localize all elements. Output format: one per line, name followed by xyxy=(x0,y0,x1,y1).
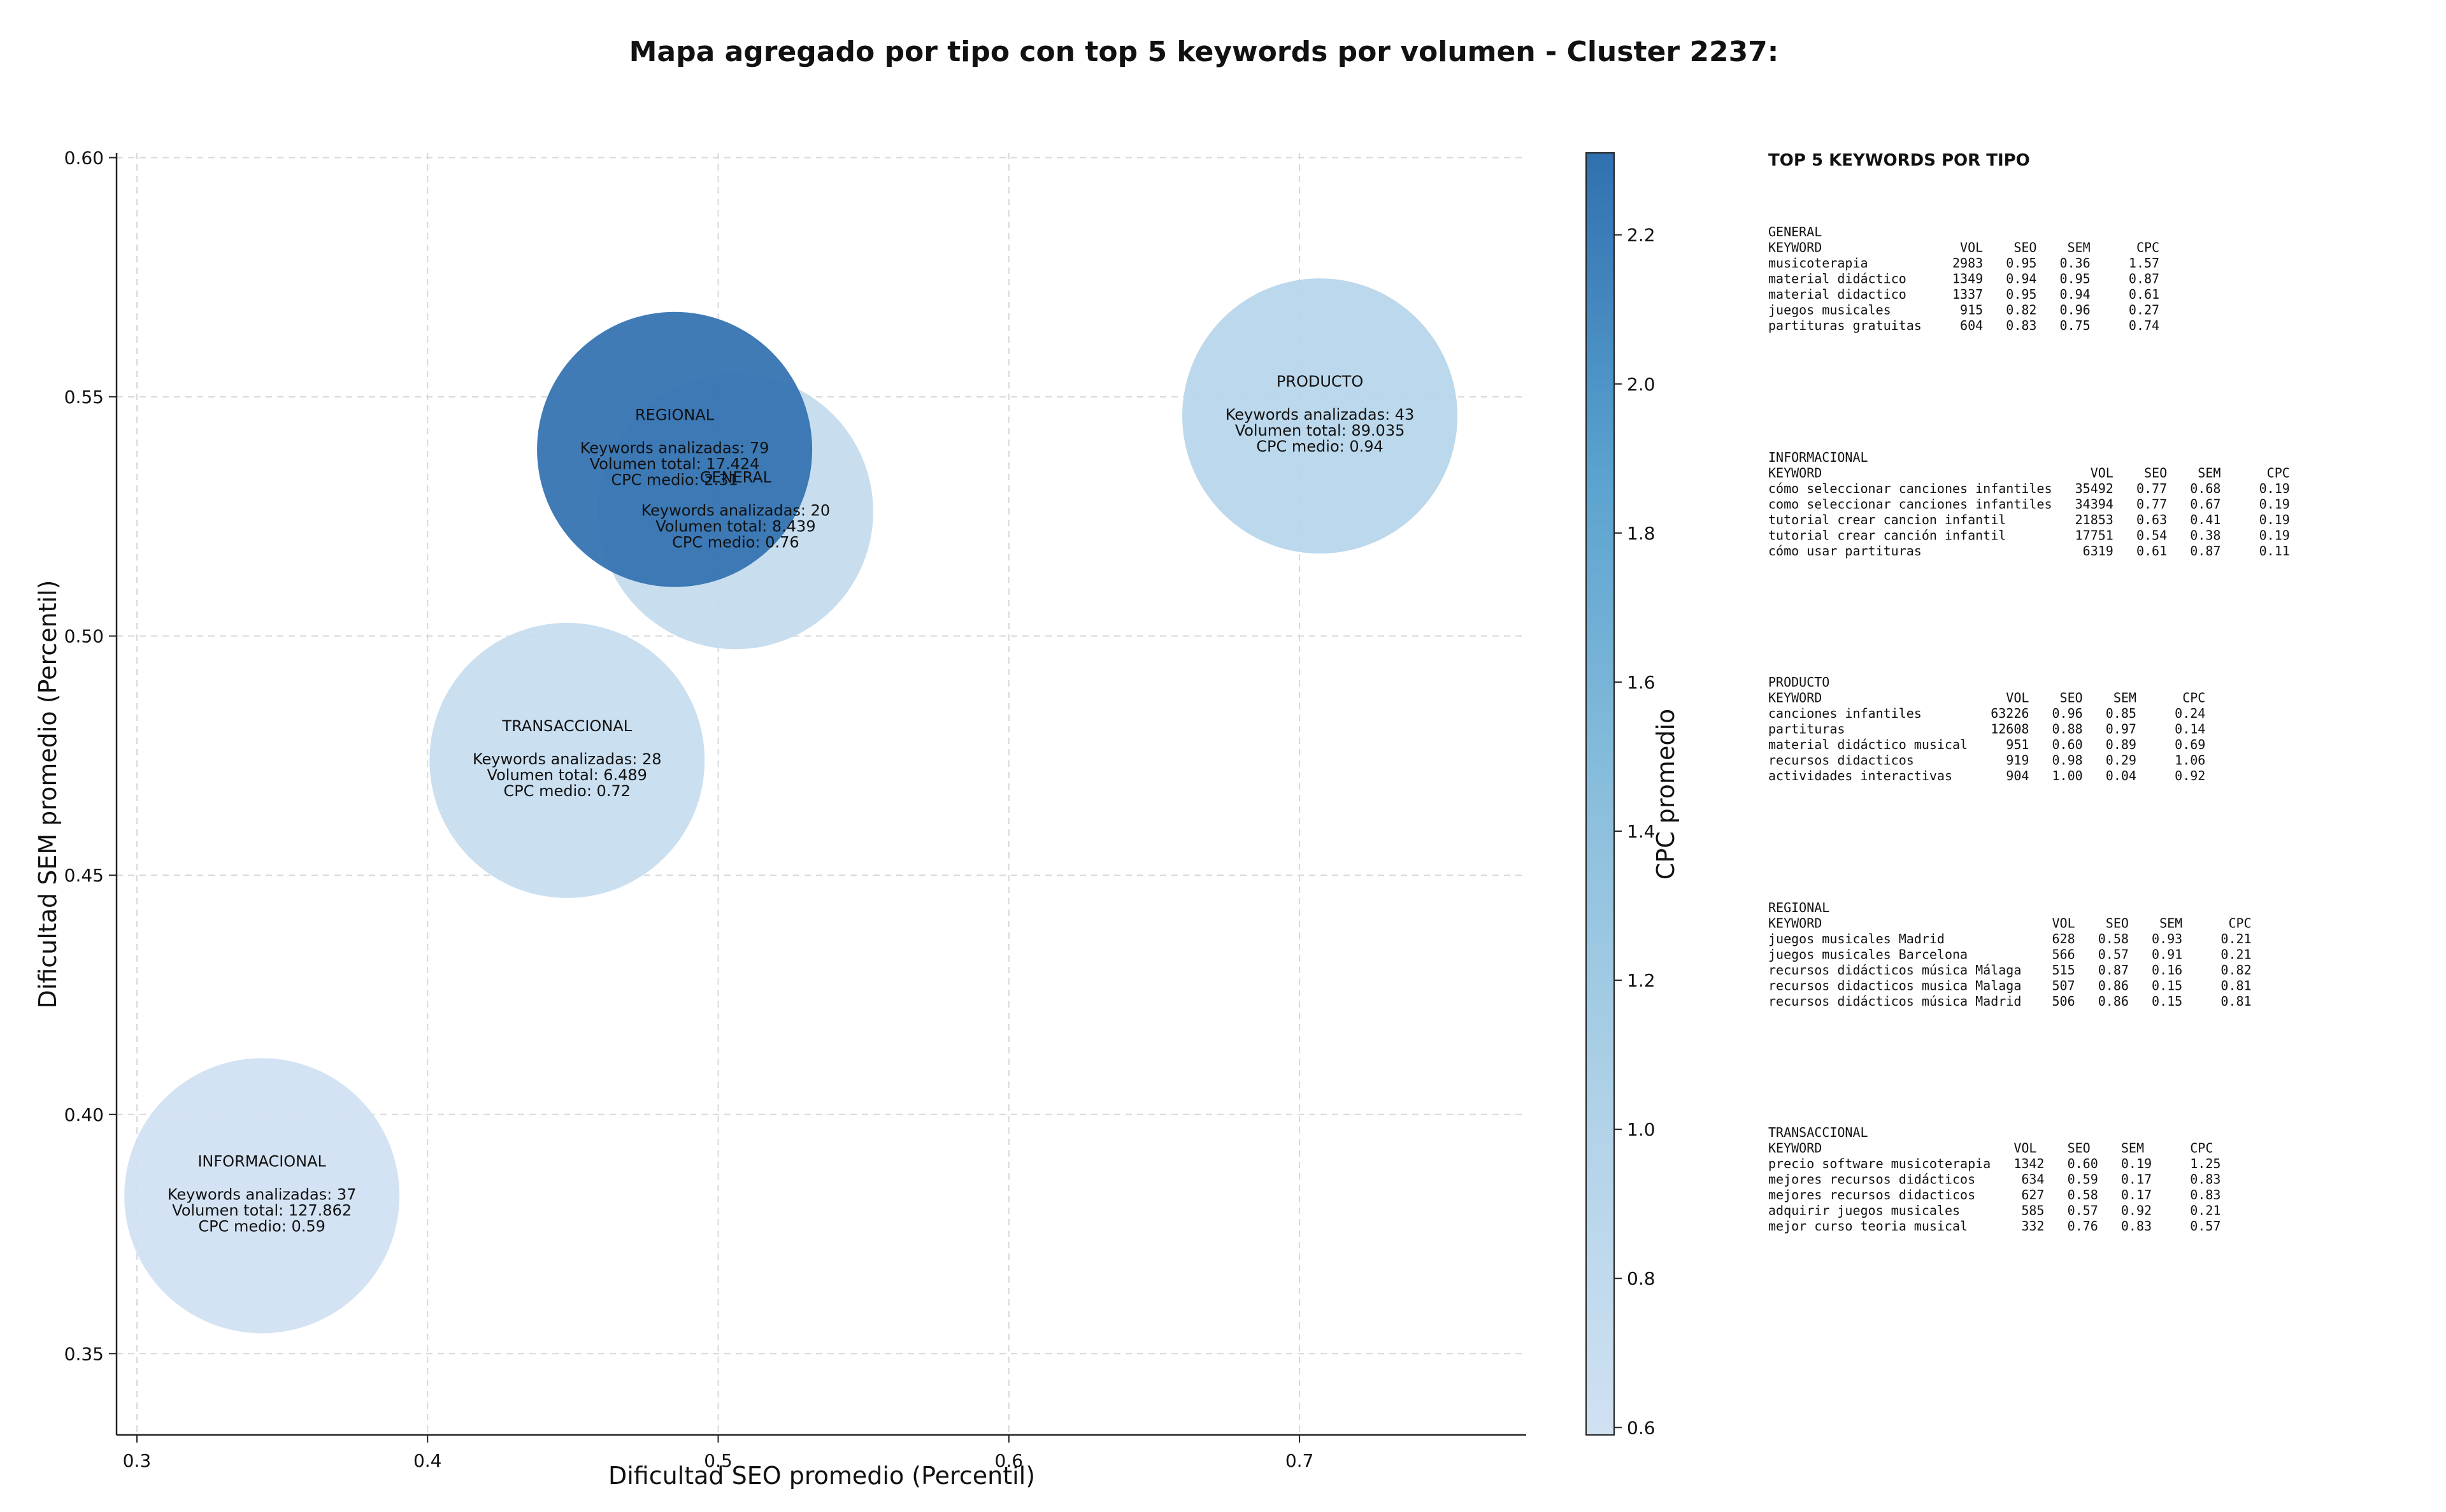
x-axis-label: Dificultad SEO promedio (Percentil) xyxy=(608,1462,1035,1490)
grid xyxy=(117,153,1526,1435)
x-tick-label: 0.6 xyxy=(995,1450,1024,1471)
bubble-volume-regional: Volumen total: 17.424 xyxy=(590,455,760,473)
colorbar-tick-label: 0.8 xyxy=(1627,1268,1656,1289)
panel-row-producto: canciones infantiles 63226 0.96 0.85 0.2… xyxy=(1768,706,2205,721)
bubble-transaccional xyxy=(429,622,705,898)
y-tick-label: 0.60 xyxy=(64,148,104,169)
colorbar-label: CPC promedio xyxy=(1652,709,1680,880)
y-tick-label: 0.50 xyxy=(64,626,104,647)
bubble-volume-general: Volumen total: 8.439 xyxy=(655,517,815,535)
panel-row-transaccional: mejor curso teoria musical 332 0.76 0.83… xyxy=(1768,1218,2221,1234)
bubble-name-producto: PRODUCTO xyxy=(1277,373,1363,390)
panel-section-header-informacional: KEYWORD VOL SEO SEM CPC xyxy=(1768,466,2290,481)
bubble-count-general: Keywords analizadas: 20 xyxy=(641,501,831,519)
panel-row-general: material didáctico 1349 0.94 0.95 0.87 xyxy=(1768,271,2159,287)
bubble-cpc-producto: CPC medio: 0.94 xyxy=(1256,438,1384,455)
bubble-cpc-informacional: CPC medio: 0.59 xyxy=(198,1217,325,1235)
panel-row-informacional: tutorial crear canción infantil 17751 0.… xyxy=(1768,528,2290,543)
bubble-cpc-regional: CPC medio: 2.31 xyxy=(611,471,738,489)
x-tick-label: 0.7 xyxy=(1285,1450,1314,1471)
panel-row-producto: material didáctico musical 951 0.60 0.89… xyxy=(1768,737,2205,752)
panel-row-transaccional: adquirir juegos musicales 585 0.57 0.92 … xyxy=(1768,1203,2221,1218)
panel-section-title-regional: REGIONAL xyxy=(1768,900,1829,915)
colorbar-gradient xyxy=(1585,152,1615,1436)
panel-row-informacional: tutorial crear cancion infantil 21853 0.… xyxy=(1768,512,2290,527)
panel-section-title-producto: PRODUCTO xyxy=(1768,674,1829,690)
colorbar-tick-label: 1.6 xyxy=(1627,672,1656,693)
panel-row-producto: partituras 12608 0.88 0.97 0.14 xyxy=(1768,722,2205,737)
panel-row-regional: recursos didácticos música Málaga 515 0.… xyxy=(1768,962,2252,978)
colorbar-tick-label: 1.4 xyxy=(1627,821,1656,842)
colorbar-tick-label: 1.2 xyxy=(1627,970,1656,991)
bubble-name-regional: REGIONAL xyxy=(635,406,715,424)
bubble-producto xyxy=(1182,278,1458,554)
panel-title: TOP 5 KEYWORDS POR TIPO xyxy=(1768,151,2030,170)
panel-section-header-general: KEYWORD VOL SEO SEM CPC xyxy=(1768,240,2159,255)
panel-row-informacional: cómo usar partituras 6319 0.61 0.87 0.11 xyxy=(1768,543,2290,559)
panel-row-regional: recursos didácticos música Madrid 506 0.… xyxy=(1768,994,2252,1009)
axes: 0.3 0.4 0.5 0.6 0.7 0.35 0.40 0.45 0.50 0.55 0.60 xyxy=(64,148,1526,1471)
y-axis-label: Dificultad SEM promedio (Percentil) xyxy=(34,580,62,1009)
x-tick-label: 0.4 xyxy=(413,1450,442,1471)
panel-row-regional: juegos musicales Barcelona 566 0.57 0.91… xyxy=(1768,947,2252,962)
x-tick-label: 0.3 xyxy=(123,1450,152,1471)
bubble-volume-transaccional: Volumen total: 6.489 xyxy=(487,766,647,784)
panel-row-regional: recursos didacticos musica Malaga 507 0.… xyxy=(1768,978,2252,994)
panel-section-title-general: GENERAL xyxy=(1768,224,1822,239)
colorbar-tick-label: 2.2 xyxy=(1627,225,1656,246)
bubble-name-transaccional: TRANSACCIONAL xyxy=(501,717,632,735)
bubbles xyxy=(124,278,1458,1334)
bubble-count-informacional: Keywords analizadas: 37 xyxy=(168,1185,357,1203)
panel-row-transaccional: mejores recursos didacticos 627 0.58 0.1… xyxy=(1768,1187,2221,1202)
panel-row-regional: juegos musicales Madrid 628 0.58 0.93 0.… xyxy=(1768,931,2252,946)
bubble-count-regional: Keywords analizadas: 79 xyxy=(580,439,769,457)
x-tick-label: 0.5 xyxy=(704,1450,733,1471)
panel-row-producto: recursos didacticos 919 0.98 0.29 1.06 xyxy=(1768,753,2205,768)
chart-title: Mapa agregado por tipo con top 5 keyword… xyxy=(629,36,1779,68)
colorbar-tick-label: 1.8 xyxy=(1627,523,1656,544)
y-tick-label: 0.45 xyxy=(64,865,104,886)
panel-row-transaccional: precio software musicoterapia 1342 0.60 … xyxy=(1768,1156,2221,1171)
bubble-name-informacional: INFORMACIONAL xyxy=(197,1152,326,1170)
panel-section-header-producto: KEYWORD VOL SEO SEM CPC xyxy=(1768,690,2205,706)
panel-row-producto: actividades interactivas 904 1.00 0.04 0… xyxy=(1768,768,2205,783)
y-tick-label: 0.35 xyxy=(64,1343,104,1364)
bubble-cpc-general: CPC medio: 0.76 xyxy=(672,533,799,551)
panel-row-general: juegos musicales 915 0.82 0.96 0.27 xyxy=(1768,303,2159,318)
bubble-name-general: GENERAL xyxy=(700,468,772,486)
y-tick-label: 0.40 xyxy=(64,1104,104,1125)
bubble-count-transaccional: Keywords analizadas: 28 xyxy=(473,750,662,768)
bubble-volume-informacional: Volumen total: 127.862 xyxy=(172,1201,352,1219)
colorbar: 0.6 0.8 1.0 1.2 1.4 1.6 1.8 2.0 2.2 xyxy=(1585,152,1656,1438)
panel-section-title-transaccional: TRANSACCIONAL xyxy=(1768,1125,1868,1140)
panel-section-title-informacional: INFORMACIONAL xyxy=(1768,450,1868,465)
panel-row-general: partituras gratuitas 604 0.83 0.75 0.74 xyxy=(1768,318,2159,333)
bubble-regional xyxy=(537,311,813,587)
bubble-informacional xyxy=(124,1058,400,1334)
panel-row-general: material didactico 1337 0.95 0.94 0.61 xyxy=(1768,287,2159,302)
panel-section-header-transaccional: KEYWORD VOL SEO SEM CPC xyxy=(1768,1141,2213,1156)
colorbar-tick-label: 0.6 xyxy=(1627,1417,1656,1438)
bubble-cpc-transaccional: CPC medio: 0.72 xyxy=(503,782,631,800)
panel-row-informacional: como seleccionar canciones infantiles 34… xyxy=(1768,497,2290,512)
y-tick-label: 0.55 xyxy=(64,387,104,408)
panel-row-informacional: cómo seleccionar canciones infantiles 35… xyxy=(1768,481,2290,496)
colorbar-tick-label: 1.0 xyxy=(1627,1119,1656,1140)
panel-row-general: musicoterapia 2983 0.95 0.36 1.57 xyxy=(1768,255,2159,271)
bubble-count-producto: Keywords analizadas: 43 xyxy=(1226,406,1415,424)
bubble-volume-producto: Volumen total: 89.035 xyxy=(1235,422,1405,439)
panel-section-header-regional: KEYWORD VOL SEO SEM CPC xyxy=(1768,916,2252,931)
panel-row-transaccional: mejores recursos didácticos 634 0.59 0.1… xyxy=(1768,1172,2221,1187)
colorbar-tick-label: 2.0 xyxy=(1627,374,1656,395)
